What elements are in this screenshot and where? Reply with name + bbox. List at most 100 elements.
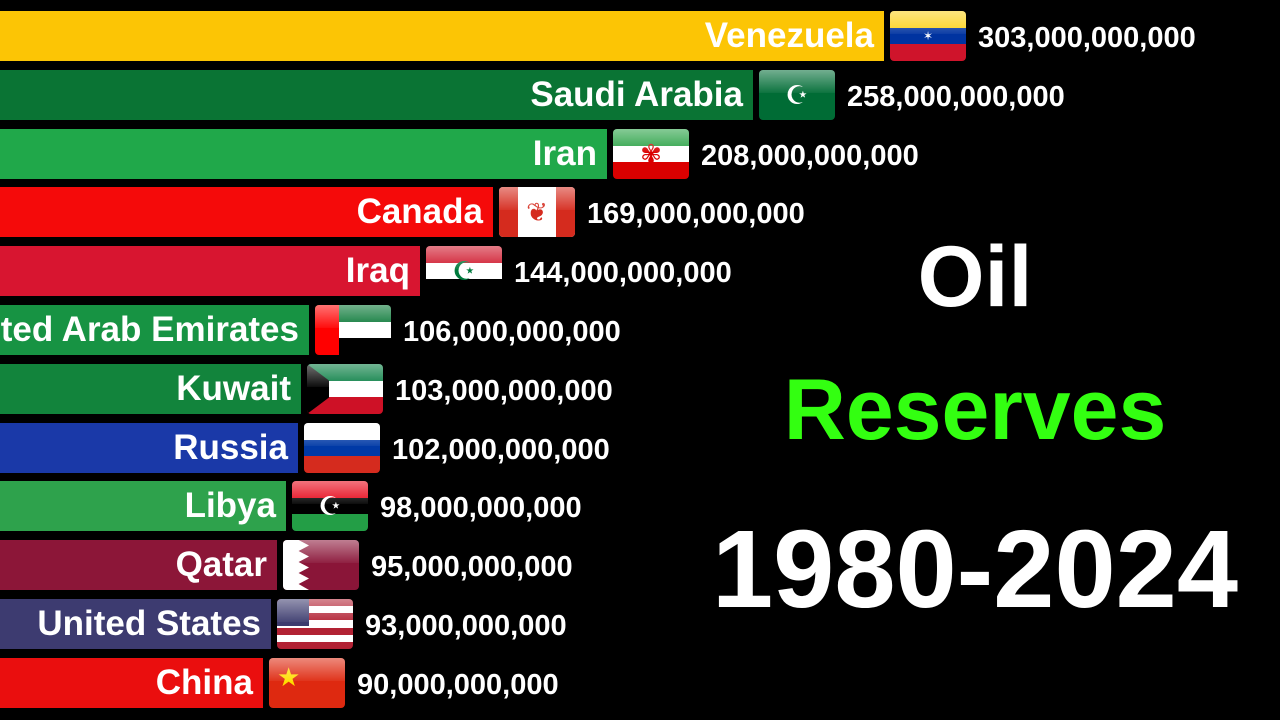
bar-label: Kuwait [176,369,291,408]
bar-kuwait: Kuwait [0,364,301,414]
bar-venezuela: Venezuela [0,11,884,61]
bar-label: Venezuela [704,16,874,55]
flag-hoist [307,364,329,414]
venezuela-flag-icon: ✶ [890,11,966,61]
iraq-flag-icon: ☪ [426,246,502,296]
bar-united-states: United States [0,599,271,649]
value-label: 90,000,000,000 [357,669,559,701]
value-label: 258,000,000,000 [847,81,1065,113]
flag-stripe [277,606,353,614]
value-label: 103,000,000,000 [395,375,613,407]
flag-stripe [307,364,383,382]
flag-stripe [277,599,353,607]
united-states-flag-icon [277,599,353,649]
flag-stripe [304,423,380,441]
title-years: 1980-2024 [711,508,1239,631]
flag-stripe [304,439,380,457]
value-label: 303,000,000,000 [978,22,1196,54]
bar-saudi-arabia: Saudi Arabia [0,70,753,120]
flag-gloss [499,187,575,210]
bar-qatar: Qatar [0,540,277,590]
flag-gloss [292,481,368,504]
flag-gloss [307,364,383,387]
flag-emblem: ✾ [640,139,662,169]
flag-stripe [890,27,966,45]
title-oil: Oil [917,229,1033,325]
russia-flag-icon [304,423,380,473]
bar-label: Iraq [345,251,410,290]
flag-emblem: ✶ [922,29,934,43]
flag-stripe [277,613,353,621]
bar-iran: Iran [0,129,607,179]
flag-stripe [613,129,689,147]
value-label: 98,000,000,000 [380,492,582,524]
flag-stripe [277,627,353,636]
flag-gloss [426,246,502,269]
flag-stripe [426,279,502,296]
flag-stripe [277,620,353,629]
bar-label: Qatar [175,545,267,584]
flag-band [556,187,575,237]
bar-label: Libya [184,486,276,525]
flag-gloss [315,305,391,328]
flag-band [499,187,518,237]
flag-stripe [304,456,380,473]
flag-emblem: ☪ [318,491,342,521]
value-label: 95,000,000,000 [371,551,573,583]
flag-stripe [890,44,966,61]
value-label: 208,000,000,000 [701,140,919,172]
flag-stripe [426,246,502,264]
flag-stripe [613,162,689,179]
flag-stripe [307,397,383,414]
bar-label: Canada [356,192,483,231]
bar-label: China [155,663,253,702]
value-label: 93,000,000,000 [365,610,567,642]
bar-china: China [0,658,263,708]
libya-flag-icon: ☪ [292,481,368,531]
bar-label: Russia [173,428,288,467]
bar-canada: Canada [0,187,493,237]
flag-gloss [283,540,359,563]
flag-gloss [269,658,345,681]
flag-stripe [277,634,353,643]
bar-label: United States [37,604,261,643]
flag-stripe [277,641,353,649]
flag-stripe [890,11,966,29]
kuwait-flag-icon [307,364,383,414]
iran-flag-icon: ✾ [613,129,689,179]
title-reserves: Reserves [783,362,1167,458]
china-flag-icon: ★ [269,658,345,708]
bar-russia: Russia [0,423,298,473]
bar-label: Saudi Arabia [530,75,743,114]
value-label: 144,000,000,000 [514,257,732,289]
flag-stripe [426,262,502,280]
flag-stripe [292,481,368,499]
flag-emblem: ☪ [452,256,476,286]
flag-stripe [613,145,689,163]
flag-hoist [315,305,339,355]
value-label: 169,000,000,000 [587,198,805,230]
flag-gloss [277,599,353,622]
flag-emblem: ★ [269,658,345,708]
flag-stripe [292,497,368,515]
flag-gloss [759,70,835,93]
value-label: 106,000,000,000 [403,316,621,348]
flag-emblem: ❦ [526,197,548,227]
flag-stripe [759,70,835,120]
bar-united-arab-emirates: United Arab Emirates [0,305,309,355]
saudi-arabia-flag-icon: ☪ [759,70,835,120]
bar-label: United Arab Emirates [0,310,299,349]
flag-stripe [292,514,368,531]
flag-stripe [269,658,345,708]
bar-label: Iran [532,134,597,173]
uae-flag-icon [315,305,391,355]
bar-iraq: Iraq [0,246,420,296]
flag-gloss [613,129,689,152]
value-label: 102,000,000,000 [392,434,610,466]
flag-gloss [304,423,380,446]
flag-canton [277,599,309,626]
flag-emblem: ☪ [785,80,809,110]
flag-gloss [890,11,966,34]
qatar-flag-icon [283,540,359,590]
